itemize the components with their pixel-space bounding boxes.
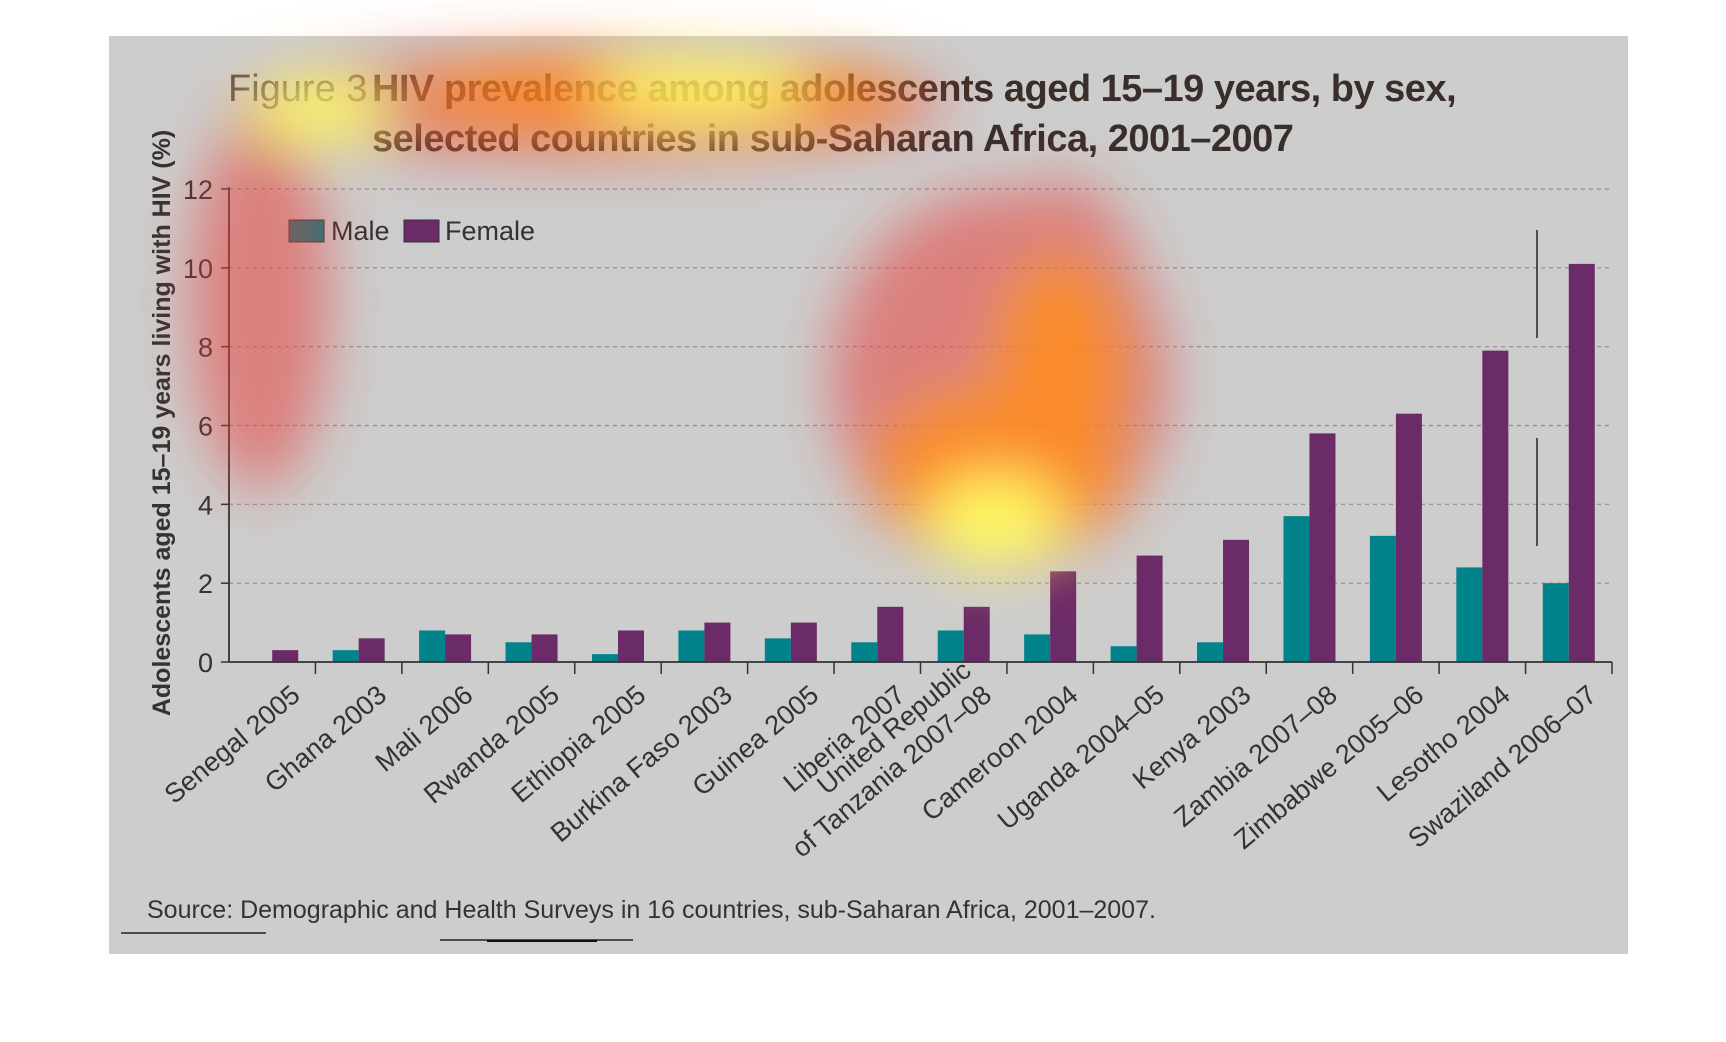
y-tick-label: 4 — [198, 490, 213, 520]
bars — [272, 263, 1595, 662]
bar-male — [1197, 642, 1224, 662]
bar-female — [704, 622, 731, 662]
bar-female — [531, 634, 558, 662]
bar-male — [937, 630, 964, 662]
bar-male — [591, 654, 618, 662]
bar-female — [790, 622, 817, 662]
bar-female — [358, 638, 385, 662]
bar-male — [1110, 646, 1137, 662]
bar-female — [272, 650, 299, 662]
legend-swatch-female — [403, 219, 440, 243]
bar-male — [419, 630, 446, 662]
bar-male — [1456, 567, 1483, 662]
bar-female — [445, 634, 472, 662]
bar-male — [1024, 634, 1051, 662]
bar-male — [678, 630, 705, 662]
bar-male — [332, 650, 359, 662]
bar-male — [1283, 516, 1310, 662]
bar-female — [1568, 263, 1595, 662]
y-axis-label: Adolescents aged 15–19 years living with… — [148, 130, 176, 716]
bar-male — [764, 638, 791, 662]
bar-female — [1136, 555, 1163, 662]
y-tick-label: 0 — [198, 648, 213, 678]
bar-female — [877, 606, 904, 662]
bar-male — [505, 642, 532, 662]
bar-male — [851, 642, 878, 662]
bar-male — [1369, 535, 1396, 662]
bar-female — [1309, 433, 1336, 662]
bar-male — [1542, 583, 1569, 662]
attention-heatmap-overlay — [190, 50, 1170, 570]
bar-female — [1050, 571, 1077, 662]
bar-female — [617, 630, 644, 662]
legend-label-male: Male — [331, 216, 390, 246]
legend-label-female: Female — [445, 216, 535, 246]
y-tick-label: 2 — [198, 569, 213, 599]
bar-female — [1395, 413, 1422, 662]
bar-female — [1482, 350, 1509, 662]
bar-female — [1223, 539, 1250, 662]
source-note: Source: Demographic and Health Surveys i… — [147, 896, 1156, 924]
bar-female — [963, 606, 990, 662]
